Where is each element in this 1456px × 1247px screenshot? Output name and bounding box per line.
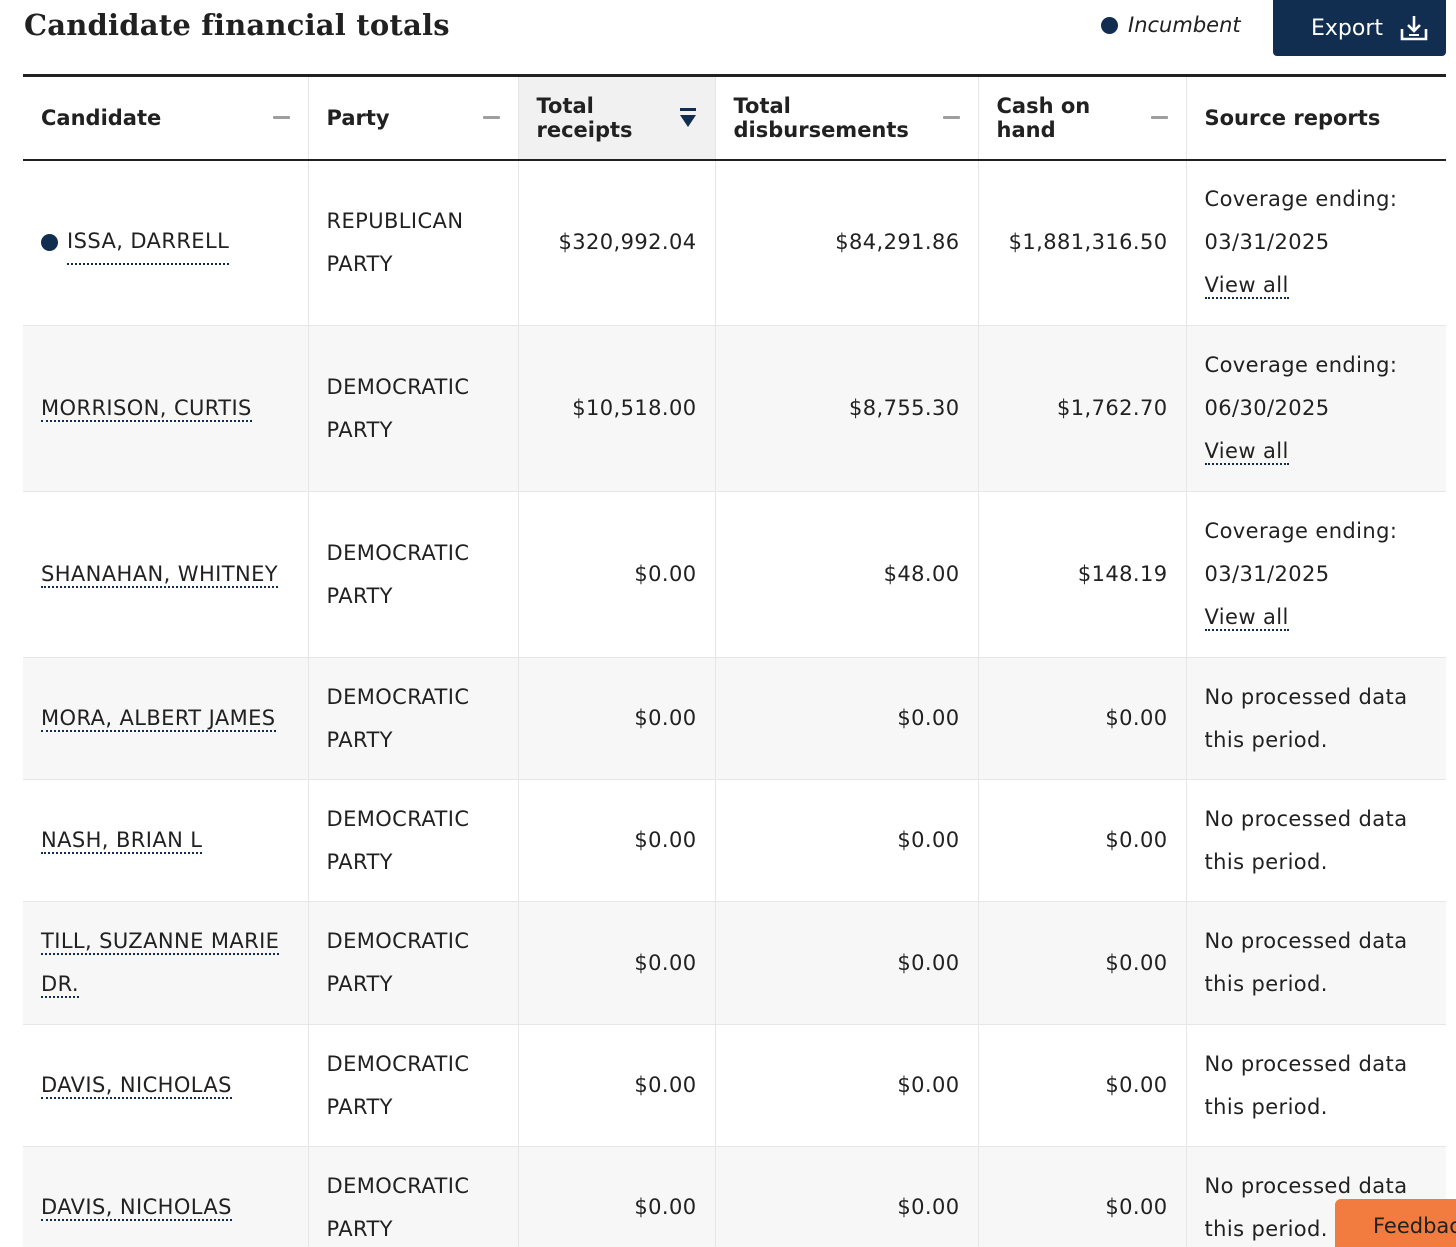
column-header-cash-on-hand[interactable]: Cash on hand xyxy=(977,75,1186,160)
disbursements-cell: $48.00 xyxy=(714,491,978,658)
receipts-cell: $0.00 xyxy=(517,779,715,902)
table-row: MORRISON, CURTIS DEMOCRATIC PARTY $10,51… xyxy=(23,325,1446,492)
party-cell: DEMOCRATIC PARTY xyxy=(307,1024,518,1147)
receipts-cell: $0.00 xyxy=(517,1146,715,1247)
cash-cell: $0.00 xyxy=(977,901,1186,1025)
party-cell: DEMOCRATIC PARTY xyxy=(307,491,518,658)
incumbent-legend: Incumbent xyxy=(1101,13,1241,37)
source-cell: No processed data this period. xyxy=(1185,779,1446,902)
candidate-cell: ISSA, DARRELL xyxy=(23,159,308,326)
candidate-cell: MORRISON, CURTIS xyxy=(23,325,308,492)
receipts-cell: $320,992.04 xyxy=(517,159,715,326)
source-cell: Coverage ending: 06/30/2025 View all xyxy=(1185,325,1446,492)
view-all-link[interactable]: View all xyxy=(1204,605,1289,631)
receipts-cell: $0.00 xyxy=(517,491,715,658)
candidate-link[interactable]: TILL, SUZANNE MARIE DR. xyxy=(41,929,280,998)
column-label: Source reports xyxy=(1204,105,1381,130)
table-header-row: Candidate Party Total receipts Total dis… xyxy=(23,75,1446,160)
candidate-link[interactable]: SHANAHAN, WHITNEY xyxy=(41,562,278,588)
source-cell: No processed data this period. xyxy=(1185,1024,1446,1147)
party-cell: DEMOCRATIC PARTY xyxy=(307,325,518,492)
candidate-cell: SHANAHAN, WHITNEY xyxy=(23,491,308,658)
coverage-text: Coverage ending: 03/31/2025 xyxy=(1204,187,1398,255)
candidate-cell: MORA, ALBERT JAMES xyxy=(23,657,308,780)
disbursements-cell: $0.00 xyxy=(714,657,978,780)
feedback-button[interactable]: Feedback xyxy=(1335,1199,1456,1247)
candidate-cell: DAVIS, NICHOLAS xyxy=(23,1146,308,1247)
incumbent-legend-label: Incumbent xyxy=(1128,13,1241,37)
sort-neutral-icon xyxy=(482,116,500,120)
disbursements-cell: $0.00 xyxy=(714,1146,978,1247)
cash-cell: $0.00 xyxy=(977,1024,1186,1147)
source-cell: No processed data this period. xyxy=(1185,657,1446,780)
column-label: Total receipts xyxy=(536,93,633,142)
party-cell: DEMOCRATIC PARTY xyxy=(307,779,518,902)
party-cell: DEMOCRATIC PARTY xyxy=(307,901,518,1025)
column-header-party[interactable]: Party xyxy=(307,75,518,160)
cash-cell: $0.00 xyxy=(977,657,1186,780)
cash-cell: $0.00 xyxy=(977,779,1186,902)
column-header-candidate[interactable]: Candidate xyxy=(23,76,308,160)
coverage-text: Coverage ending: 03/31/2025 xyxy=(1204,519,1398,586)
view-all-link[interactable]: View all xyxy=(1204,273,1289,300)
disbursements-cell: $8,755.30 xyxy=(714,325,978,492)
table-row: ISSA, DARRELL REPUBLICAN PARTY $320,992.… xyxy=(23,159,1446,326)
disbursements-cell: $0.00 xyxy=(714,779,978,902)
sort-neutral-icon xyxy=(1150,116,1168,120)
candidate-link[interactable]: DAVIS, NICHOLAS xyxy=(41,1073,232,1099)
source-cell: No processed data this period. xyxy=(1185,901,1446,1025)
candidate-link[interactable]: MORRISON, CURTIS xyxy=(41,396,252,422)
view-all-link[interactable]: View all xyxy=(1204,439,1289,465)
column-label: Party xyxy=(326,105,390,130)
table-row: TILL, SUZANNE MARIE DR. DEMOCRATIC PARTY… xyxy=(23,901,1446,1025)
receipts-cell: $10,518.00 xyxy=(517,325,715,492)
table-row: NASH, BRIAN L DEMOCRATIC PARTY $0.00 $0.… xyxy=(23,779,1446,902)
page-title: Candidate financial totals xyxy=(24,8,450,42)
incumbent-dot-icon xyxy=(41,234,58,252)
table-row: SHANAHAN, WHITNEY DEMOCRATIC PARTY $0.00… xyxy=(23,491,1446,658)
candidate-link[interactable]: MORA, ALBERT JAMES xyxy=(41,706,276,732)
party-cell: DEMOCRATIC PARTY xyxy=(307,1146,518,1247)
table-row: DAVIS, NICHOLAS DEMOCRATIC PARTY $0.00 $… xyxy=(23,1024,1446,1147)
candidate-link[interactable]: NASH, BRIAN L xyxy=(41,828,203,854)
disbursements-cell: $84,291.86 xyxy=(714,159,978,326)
candidate-cell: TILL, SUZANNE MARIE DR. xyxy=(23,901,308,1025)
candidate-totals-table: Candidate Party Total receipts Total dis… xyxy=(23,74,1446,1247)
source-cell: Coverage ending: 03/31/2025 View all xyxy=(1185,491,1446,658)
sort-neutral-icon xyxy=(942,116,960,120)
export-button-label: Export xyxy=(1311,15,1384,41)
party-cell: REPUBLICAN PARTY xyxy=(307,159,518,326)
table-row: MORA, ALBERT JAMES DEMOCRATIC PARTY $0.0… xyxy=(23,657,1446,780)
candidate-cell: NASH, BRIAN L xyxy=(23,779,308,902)
disbursements-cell: $0.00 xyxy=(714,901,978,1025)
receipts-cell: $0.00 xyxy=(517,657,715,780)
column-header-total-disbursements[interactable]: Total disbursements xyxy=(714,75,978,160)
source-cell: Coverage ending: 03/31/2025 View all xyxy=(1185,159,1446,326)
cash-cell: $1,881,316.50 xyxy=(977,159,1186,326)
column-label: Cash on hand xyxy=(996,93,1091,142)
table-row: DAVIS, NICHOLAS DEMOCRATIC PARTY $0.00 $… xyxy=(23,1146,1446,1247)
download-icon xyxy=(1399,14,1429,42)
receipts-cell: $0.00 xyxy=(517,1024,715,1147)
coverage-text: Coverage ending: 06/30/2025 xyxy=(1204,353,1398,420)
receipts-cell: $0.00 xyxy=(517,901,715,1025)
candidate-link[interactable]: DAVIS, NICHOLAS xyxy=(41,1195,232,1221)
export-button[interactable]: Export xyxy=(1273,0,1446,56)
party-cell: DEMOCRATIC PARTY xyxy=(307,657,518,780)
column-label: Candidate xyxy=(41,105,162,130)
column-header-total-receipts[interactable]: Total receipts xyxy=(517,75,715,160)
incumbent-dot-icon xyxy=(1101,16,1118,34)
cash-cell: $148.19 xyxy=(977,491,1186,658)
column-header-source-reports: Source reports xyxy=(1185,75,1446,160)
candidate-cell: DAVIS, NICHOLAS xyxy=(23,1024,308,1147)
column-label: Total disbursements xyxy=(733,93,909,142)
disbursements-cell: $0.00 xyxy=(714,1024,978,1147)
sort-descending-icon xyxy=(679,107,696,127)
cash-cell: $1,762.70 xyxy=(977,325,1186,492)
cash-cell: $0.00 xyxy=(977,1146,1186,1247)
candidate-link[interactable]: ISSA, DARRELL xyxy=(67,220,230,266)
sort-neutral-icon xyxy=(272,116,290,120)
